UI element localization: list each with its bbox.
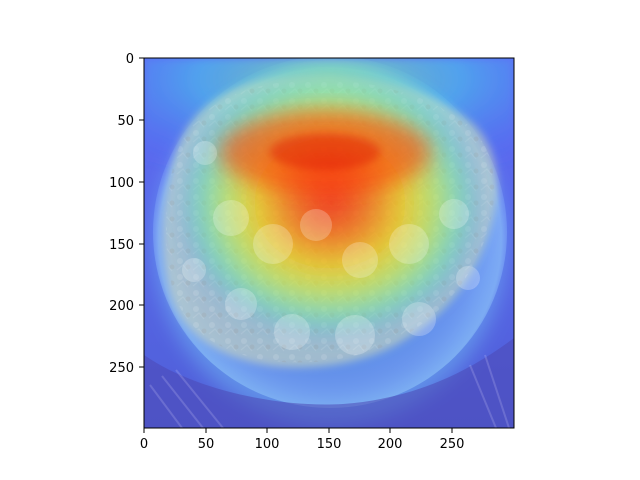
y-tick-0: 0 (126, 52, 144, 67)
x-tick-50: 50 (198, 428, 215, 452)
x-tick-label-200: 200 (378, 437, 403, 452)
x-tick-0: 0 (140, 428, 148, 452)
x-tick-label-0: 0 (140, 437, 148, 452)
x-tick-label-50: 50 (198, 437, 215, 452)
y-tick-150: 150 (109, 238, 144, 253)
y-tick-label-0: 0 (126, 52, 134, 67)
x-tick-label-100: 100 (255, 437, 280, 452)
y-tick-label-250: 250 (109, 361, 134, 376)
y-tick-100: 100 (109, 176, 144, 191)
y-tick-label-100: 100 (109, 176, 134, 191)
y-axis: 0 50 100 150 200 250 (109, 52, 144, 376)
y-tick-50: 50 (117, 114, 144, 129)
x-axis: 0 50 100 150 200 250 (140, 428, 465, 452)
x-tick-200: 200 (378, 428, 403, 452)
y-tick-250: 250 (109, 361, 144, 376)
y-tick-label-50: 50 (117, 114, 134, 129)
y-tick-200: 200 (109, 299, 144, 314)
y-tick-label-200: 200 (109, 299, 134, 314)
heatmap-image (144, 58, 514, 428)
x-tick-150: 150 (317, 428, 342, 452)
x-tick-label-250: 250 (440, 437, 465, 452)
y-tick-label-150: 150 (109, 238, 134, 253)
x-tick-250: 250 (440, 428, 465, 452)
x-tick-100: 100 (255, 428, 280, 452)
x-tick-label-150: 150 (317, 437, 342, 452)
